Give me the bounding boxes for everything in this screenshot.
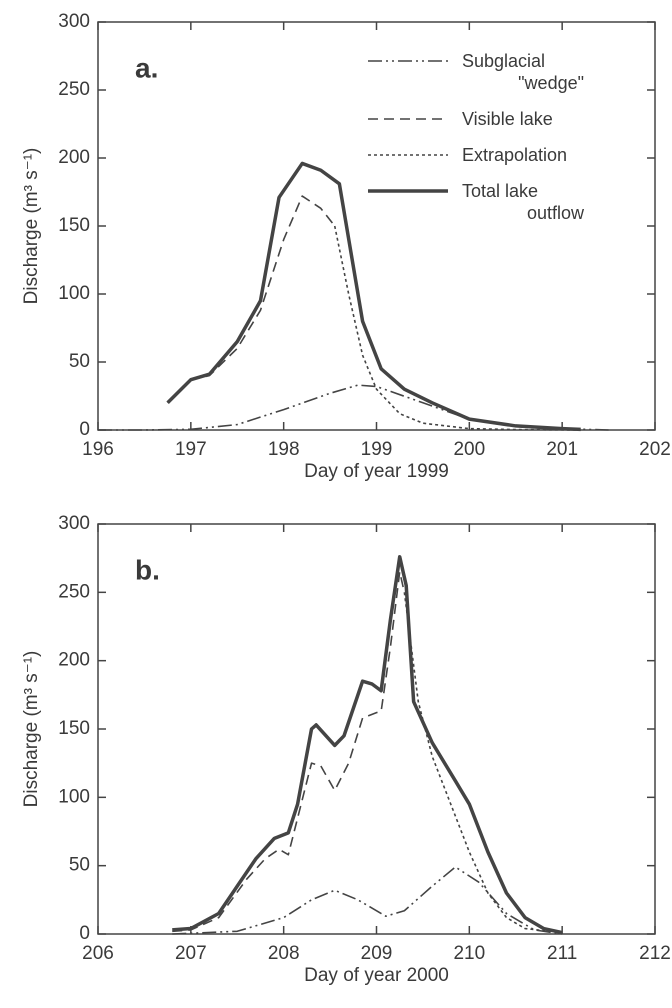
x-tick-label: 202 <box>639 439 671 460</box>
series-line <box>98 384 609 431</box>
x-tick-label: 207 <box>175 943 207 964</box>
x-tick-label: 200 <box>453 439 485 460</box>
panel-label: a. <box>135 52 158 83</box>
y-axis-title: Discharge (m³ s⁻¹) <box>21 651 42 808</box>
series-line <box>166 161 581 432</box>
legend: Subglacial "wedge" Visible lake Extrapolat… <box>462 50 584 224</box>
y-tick-label: 0 <box>79 923 90 944</box>
x-tick-label: 199 <box>361 439 393 460</box>
x-axis-title: Day of year 1999 <box>304 461 449 482</box>
series-line <box>172 866 563 935</box>
x-tick-label: 197 <box>175 439 207 460</box>
x-tick-label: 210 <box>453 943 485 964</box>
y-tick-label: 300 <box>58 11 90 32</box>
y-tick-label: 250 <box>58 581 90 602</box>
y-tick-label: 100 <box>58 786 90 807</box>
series-line <box>333 225 581 431</box>
series-line <box>167 195 336 404</box>
y-tick-label: 300 <box>58 513 90 534</box>
y-tick-label: 150 <box>58 215 90 236</box>
series-line <box>403 592 563 934</box>
y-tick-label: 200 <box>58 147 90 168</box>
x-tick-label: 212 <box>639 943 671 964</box>
series-line <box>172 555 563 935</box>
y-tick-label: 0 <box>79 419 90 440</box>
x-tick-label: 211 <box>547 943 577 964</box>
y-tick-label: 100 <box>58 283 90 304</box>
series-line <box>172 571 406 933</box>
y-tick-label: 150 <box>58 718 90 739</box>
panel-label: b. <box>135 554 160 585</box>
legend-label: Visible lake <box>462 109 553 129</box>
y-tick-label: 50 <box>69 855 90 876</box>
x-tick-label: 201 <box>546 439 578 460</box>
x-axis-title: Day of year 2000 <box>304 965 449 986</box>
y-tick-label: 250 <box>58 79 90 100</box>
x-tick-label: 206 <box>82 943 114 964</box>
plot-frame <box>97 523 656 935</box>
y-tick-label: 50 <box>69 351 90 372</box>
y-tick-label: 200 <box>58 650 90 671</box>
legend-label: Total lake outflow <box>462 181 584 223</box>
x-tick-label: 198 <box>268 439 300 460</box>
y-axis-title: Discharge (m³ s⁻¹) <box>21 148 42 305</box>
legend-label: Extrapolation <box>462 145 568 165</box>
x-tick-label: 209 <box>361 943 393 964</box>
x-tick-label: 208 <box>268 943 300 964</box>
legend-label: Subglacial "wedge" <box>462 51 584 93</box>
x-tick-label: 196 <box>82 439 114 460</box>
